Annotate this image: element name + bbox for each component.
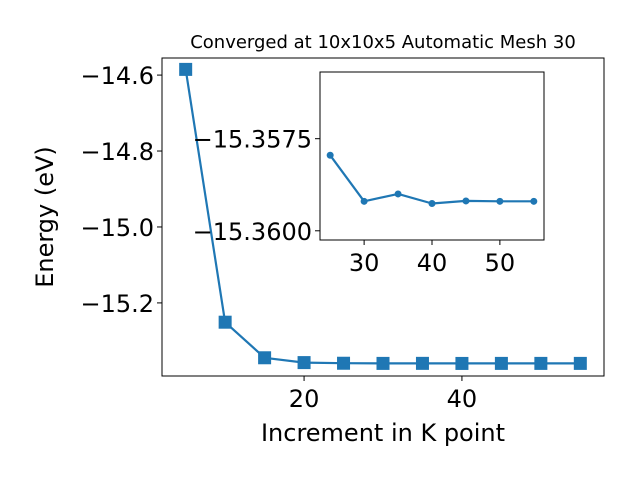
main-data-point: [376, 356, 390, 370]
main-data-point: [218, 315, 232, 329]
inset-data-point: [496, 197, 504, 205]
inset-x-tick-label: 50: [485, 249, 516, 277]
inset-data-point: [462, 197, 470, 205]
inset-plot-background: [320, 72, 544, 240]
inset-y-tick-label: −15.3600: [193, 218, 312, 246]
main-y-ticks: −14.6 −14.8 −15.0 −15.2: [80, 62, 162, 318]
main-data-point: [415, 356, 429, 370]
inset-x-tick-label: 40: [417, 249, 448, 277]
inset-data-point: [428, 200, 436, 208]
main-x-ticks: 20 40: [289, 376, 477, 413]
inset-x-tick-label: 30: [349, 249, 380, 277]
main-data-point: [573, 356, 587, 370]
inset-data-point: [530, 197, 538, 205]
main-data-point: [494, 356, 508, 370]
inset-y-tick-label: −15.3575: [193, 126, 312, 154]
main-y-tick-label: −14.6: [80, 62, 154, 90]
main-series: [179, 62, 587, 370]
main-data-point: [179, 62, 193, 76]
inset-chart: 30 40 50 −15.3600 −15.3575: [193, 71, 545, 277]
main-data-point: [455, 356, 469, 370]
inset-y-ticks: −15.3600 −15.3575: [193, 126, 320, 246]
main-chart: Converged at 10x10x5 Automatic Mesh 30 2…: [31, 32, 605, 447]
inset-data-point: [394, 190, 402, 198]
main-x-tick-label: 40: [447, 385, 478, 413]
main-y-tick-label: −15.0: [80, 214, 154, 242]
main-plot-frame: [161, 57, 605, 377]
main-data-point: [258, 351, 272, 365]
inset-data-point: [360, 197, 368, 205]
main-x-axis-label: Increment in K point: [261, 419, 505, 447]
inset-plot-frame: [319, 71, 545, 241]
inset-data-point: [326, 151, 334, 159]
main-data-point: [337, 356, 351, 370]
main-data-point: [297, 356, 311, 370]
main-chart-title: Converged at 10x10x5 Automatic Mesh 30: [190, 32, 576, 53]
main-y-tick-label: −15.2: [80, 290, 154, 318]
main-x-tick-label: 20: [289, 385, 320, 413]
inset-x-ticks: 30 40 50: [349, 240, 515, 277]
main-y-tick-label: −14.8: [80, 138, 154, 166]
main-y-axis-label: Energy (eV): [31, 146, 59, 288]
inset-series: [326, 151, 538, 208]
main-data-point: [534, 356, 548, 370]
